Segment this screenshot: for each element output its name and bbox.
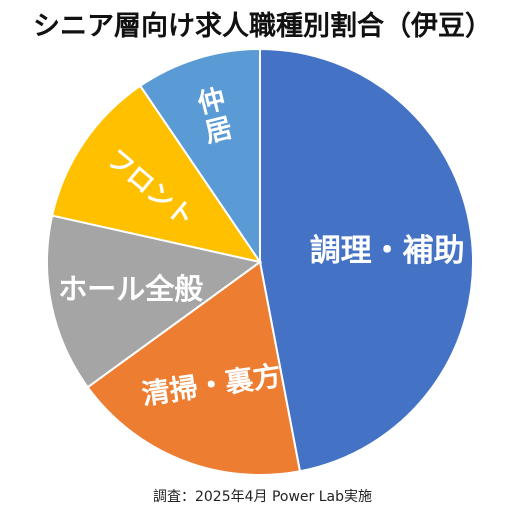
pie-slice-4 xyxy=(138,47,261,266)
pie-slice-3 xyxy=(50,84,263,264)
survey-footnote: 調査：2025年4月 Power Lab実施 xyxy=(152,489,373,505)
pie-slices xyxy=(46,47,474,476)
pie-slice-2 xyxy=(46,214,263,389)
pie-slice-label-0: 調理・補助 xyxy=(310,233,465,269)
pie-slice-label-2: ホール全般 xyxy=(58,272,203,306)
chart-title: シニア層向け求人職種別割合（伊豆） xyxy=(33,11,492,42)
pie-slice-0 xyxy=(259,47,474,473)
pie-slice-1 xyxy=(86,260,302,476)
